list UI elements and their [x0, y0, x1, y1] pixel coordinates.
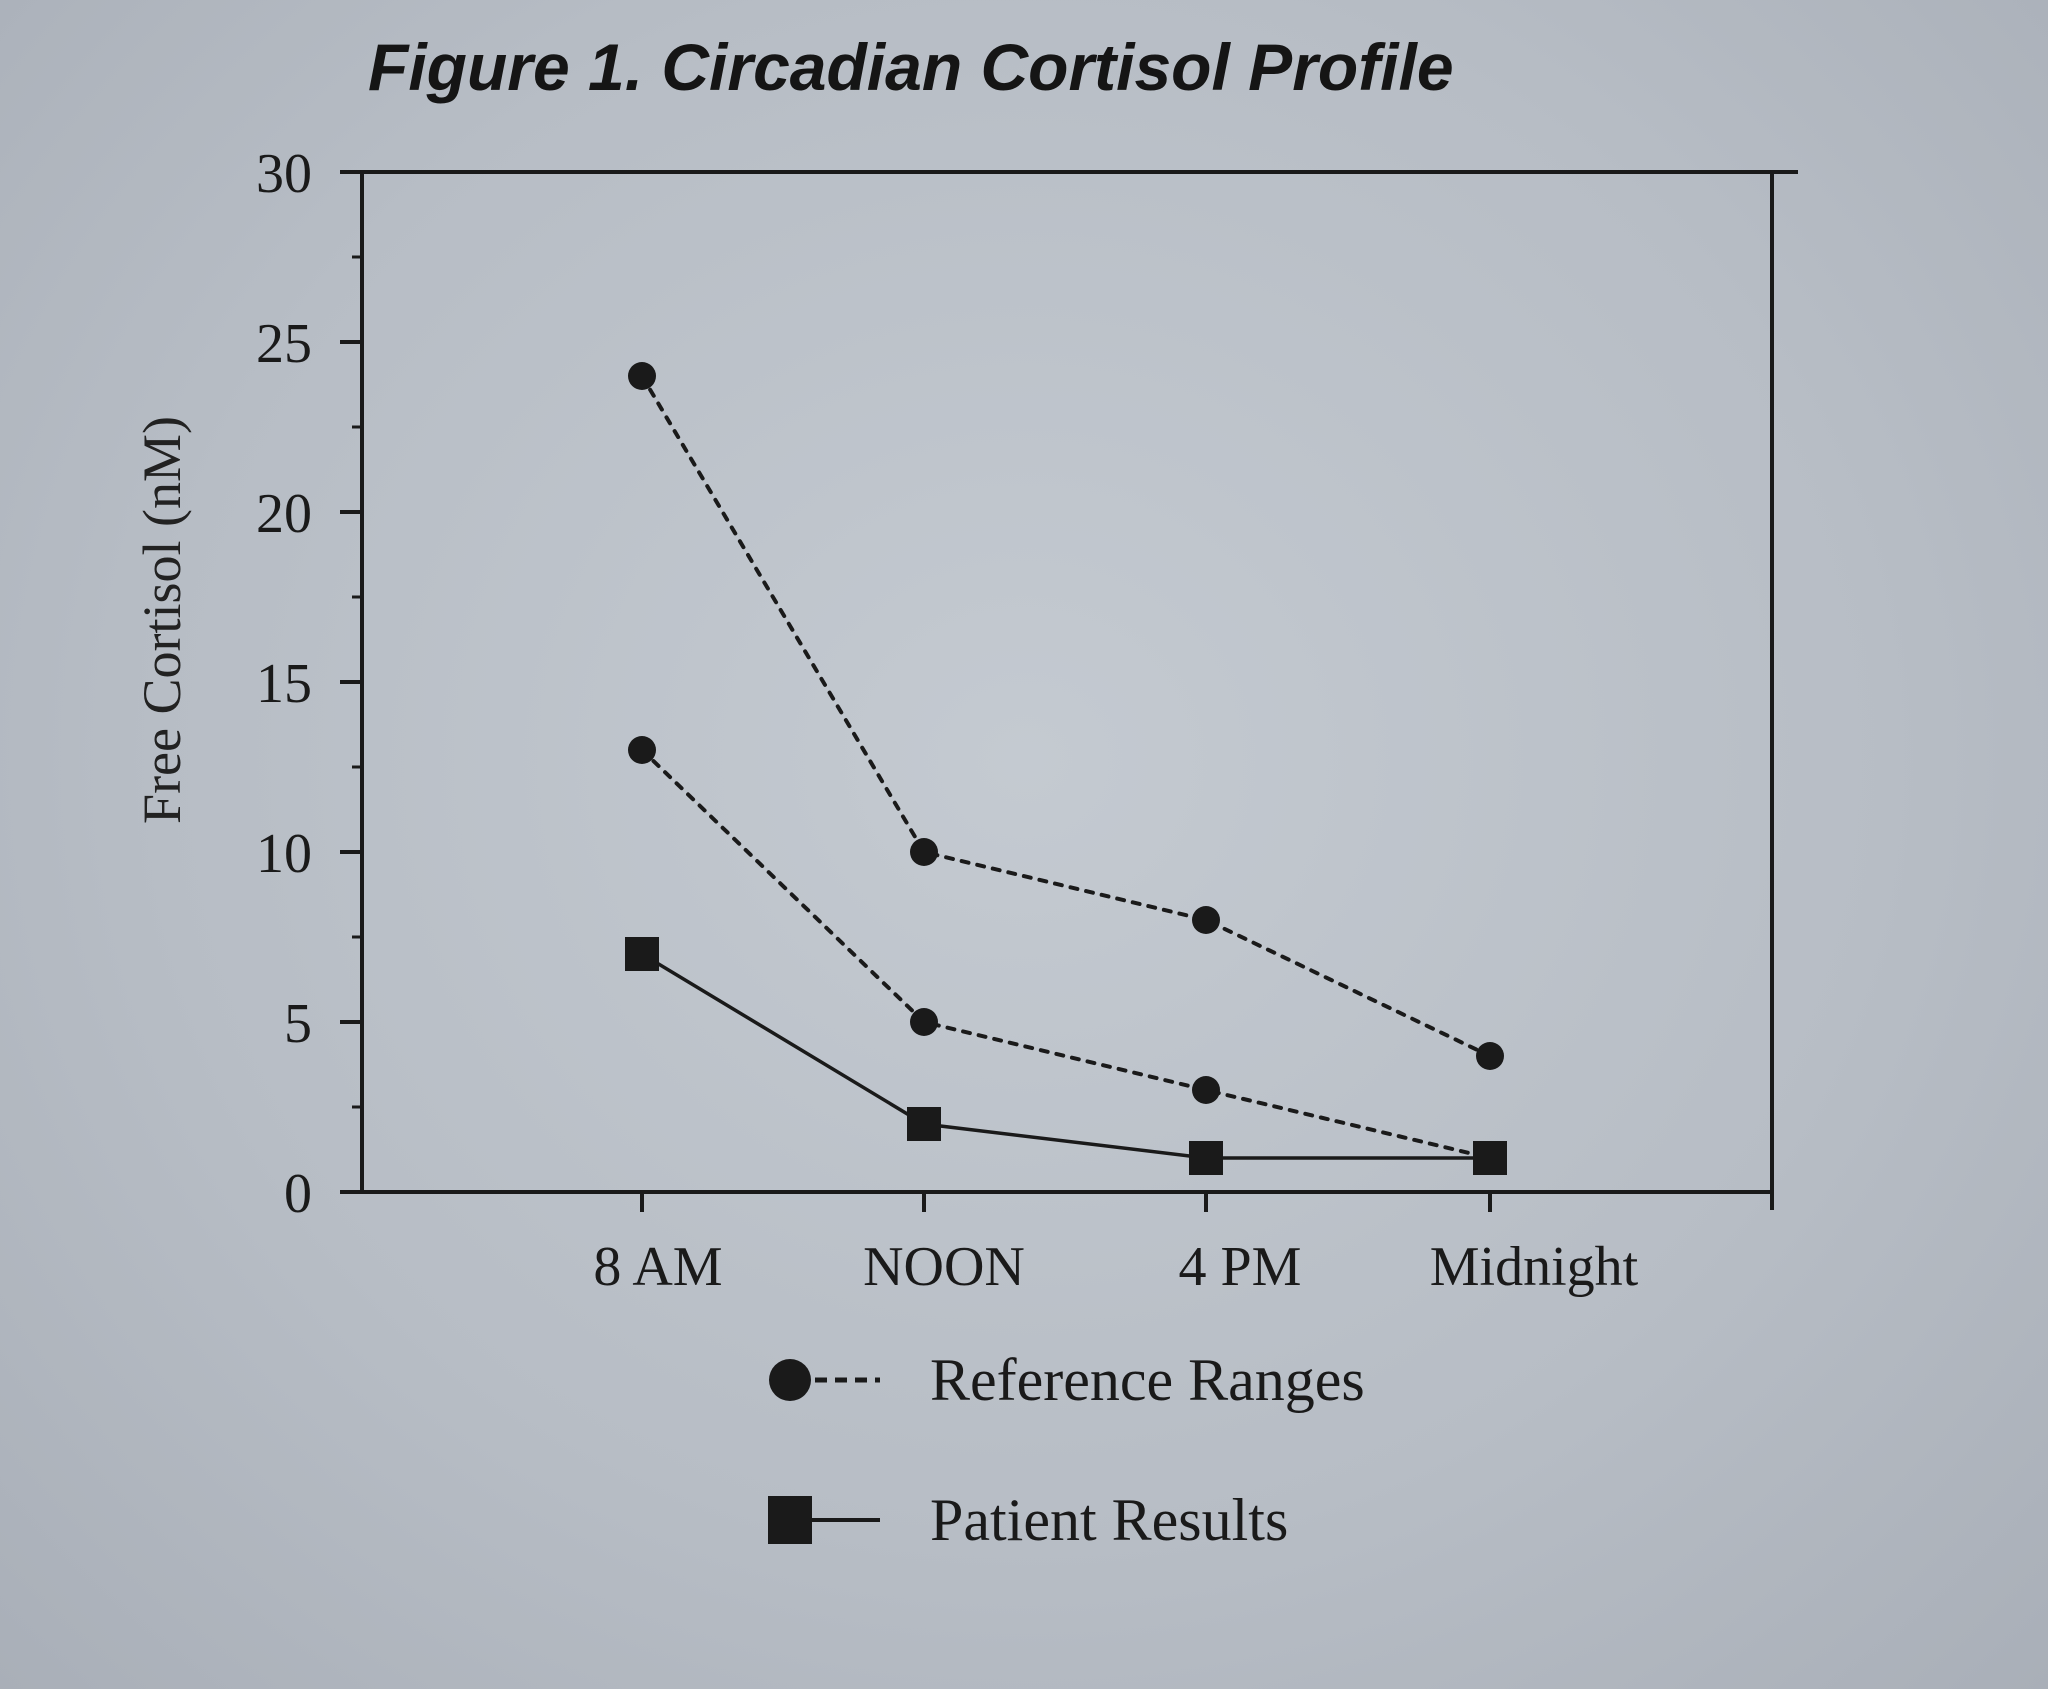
legend-item: Reference Ranges: [769, 1347, 1365, 1413]
x-tick-label: 4 PM: [1179, 1236, 1302, 1298]
data-point-circle: [910, 1008, 938, 1036]
plot-axes: [345, 170, 1798, 1210]
data-point-square: [1189, 1141, 1223, 1175]
data-point-circle: [1192, 1076, 1220, 1104]
data-point-circle: [1476, 1042, 1504, 1070]
legend: Reference Ranges Patient Results: [768, 1347, 1365, 1553]
series-line: [640, 748, 1492, 1160]
data-point-circle: [628, 362, 656, 390]
y-axis-label: Free Cortisol (nM): [132, 416, 192, 824]
data-point-circle: [910, 838, 938, 866]
x-tick-label: NOON: [863, 1236, 1025, 1298]
series-patient-results: [625, 937, 1507, 1175]
x-axis-ticks: 8 AM NOON 4 PM Midnight: [593, 1192, 1639, 1298]
chart-title: Figure 1. Circadian Cortisol Profile: [368, 30, 1454, 104]
y-tick-label: 30: [256, 143, 312, 205]
data-point-circle: [1192, 906, 1220, 934]
legend-label: Patient Results: [930, 1487, 1288, 1553]
data-point-square: [907, 1107, 941, 1141]
series-layer: [625, 362, 1507, 1175]
series-reference-ranges: [628, 362, 1504, 1070]
data-point-square: [625, 937, 659, 971]
y-tick-label: 15: [256, 653, 312, 715]
x-tick-label: Midnight: [1430, 1236, 1639, 1298]
y-tick-label: 10: [256, 823, 312, 885]
data-point-circle: [628, 736, 656, 764]
legend-square-marker: [768, 1496, 812, 1544]
series-reference-ranges: [628, 736, 1504, 1172]
y-axis-ticks: 0 5 10 15 20 25 30: [256, 143, 362, 1225]
data-point-square: [1473, 1141, 1507, 1175]
y-tick-label: 25: [256, 313, 312, 375]
series-line: [640, 952, 1492, 1160]
legend-label: Reference Ranges: [930, 1347, 1365, 1413]
legend-circle-marker: [769, 1359, 811, 1401]
x-tick-label: 8 AM: [593, 1236, 722, 1298]
y-tick-label: 5: [284, 993, 312, 1055]
y-tick-label: 20: [256, 483, 312, 545]
series-line: [640, 374, 1492, 1058]
y-tick-label: 0: [284, 1163, 312, 1225]
legend-item: Patient Results: [768, 1487, 1288, 1553]
